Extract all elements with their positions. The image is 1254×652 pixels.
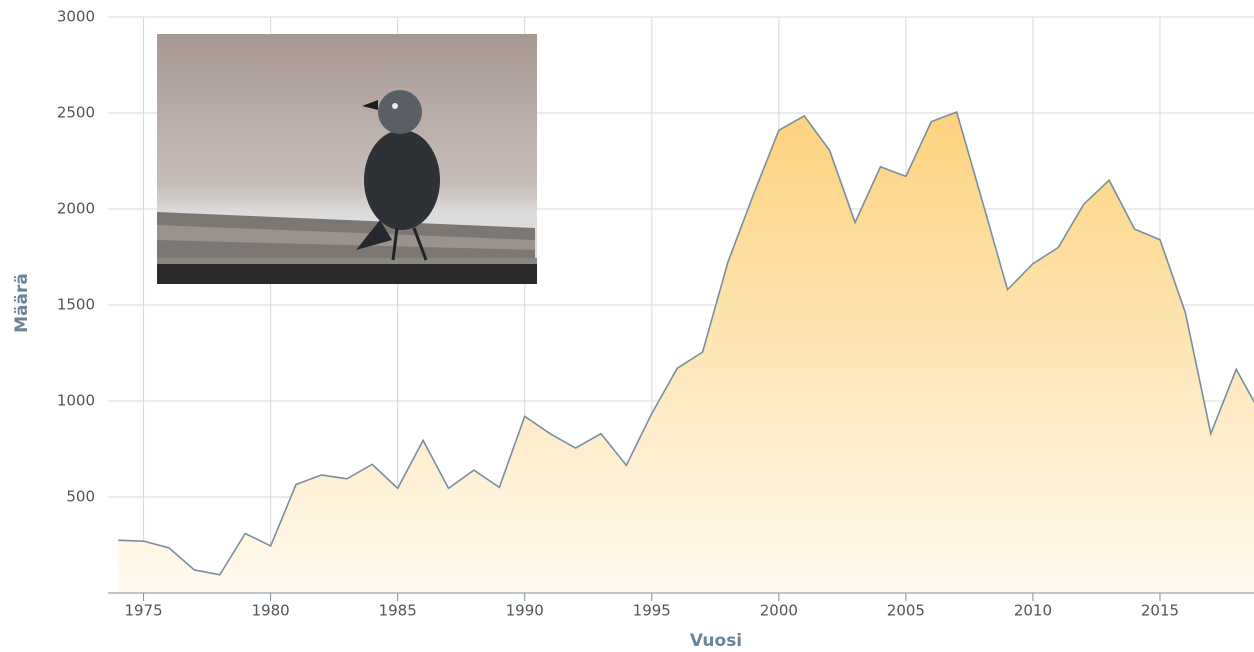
y-axis-title: Määrä xyxy=(12,273,32,333)
x-tick-label: 1980 xyxy=(252,602,290,620)
y-tick-label: 1000 xyxy=(57,392,95,410)
area-line xyxy=(118,110,1254,576)
y-tick-label: 3000 xyxy=(57,8,95,26)
x-axis-title: Vuosi xyxy=(690,631,742,651)
x-tick-label: 2005 xyxy=(887,602,925,620)
x-tick-label: 1990 xyxy=(506,602,544,620)
x-tick-label: 1975 xyxy=(124,602,162,620)
photo xyxy=(157,34,537,284)
y-tick-label: 2000 xyxy=(57,200,95,218)
area-fill xyxy=(118,112,1254,593)
x-tick-label: 1985 xyxy=(379,602,417,620)
y-tick-label: 2500 xyxy=(57,104,95,122)
x-tick-label: 1995 xyxy=(633,602,671,620)
x-tick-label: 2010 xyxy=(1014,602,1052,620)
x-tick-label: 2000 xyxy=(760,602,798,620)
y-tick-label: 1500 xyxy=(57,296,95,314)
x-tick-label: 2015 xyxy=(1141,602,1179,620)
y-tick-label: 500 xyxy=(66,488,95,506)
